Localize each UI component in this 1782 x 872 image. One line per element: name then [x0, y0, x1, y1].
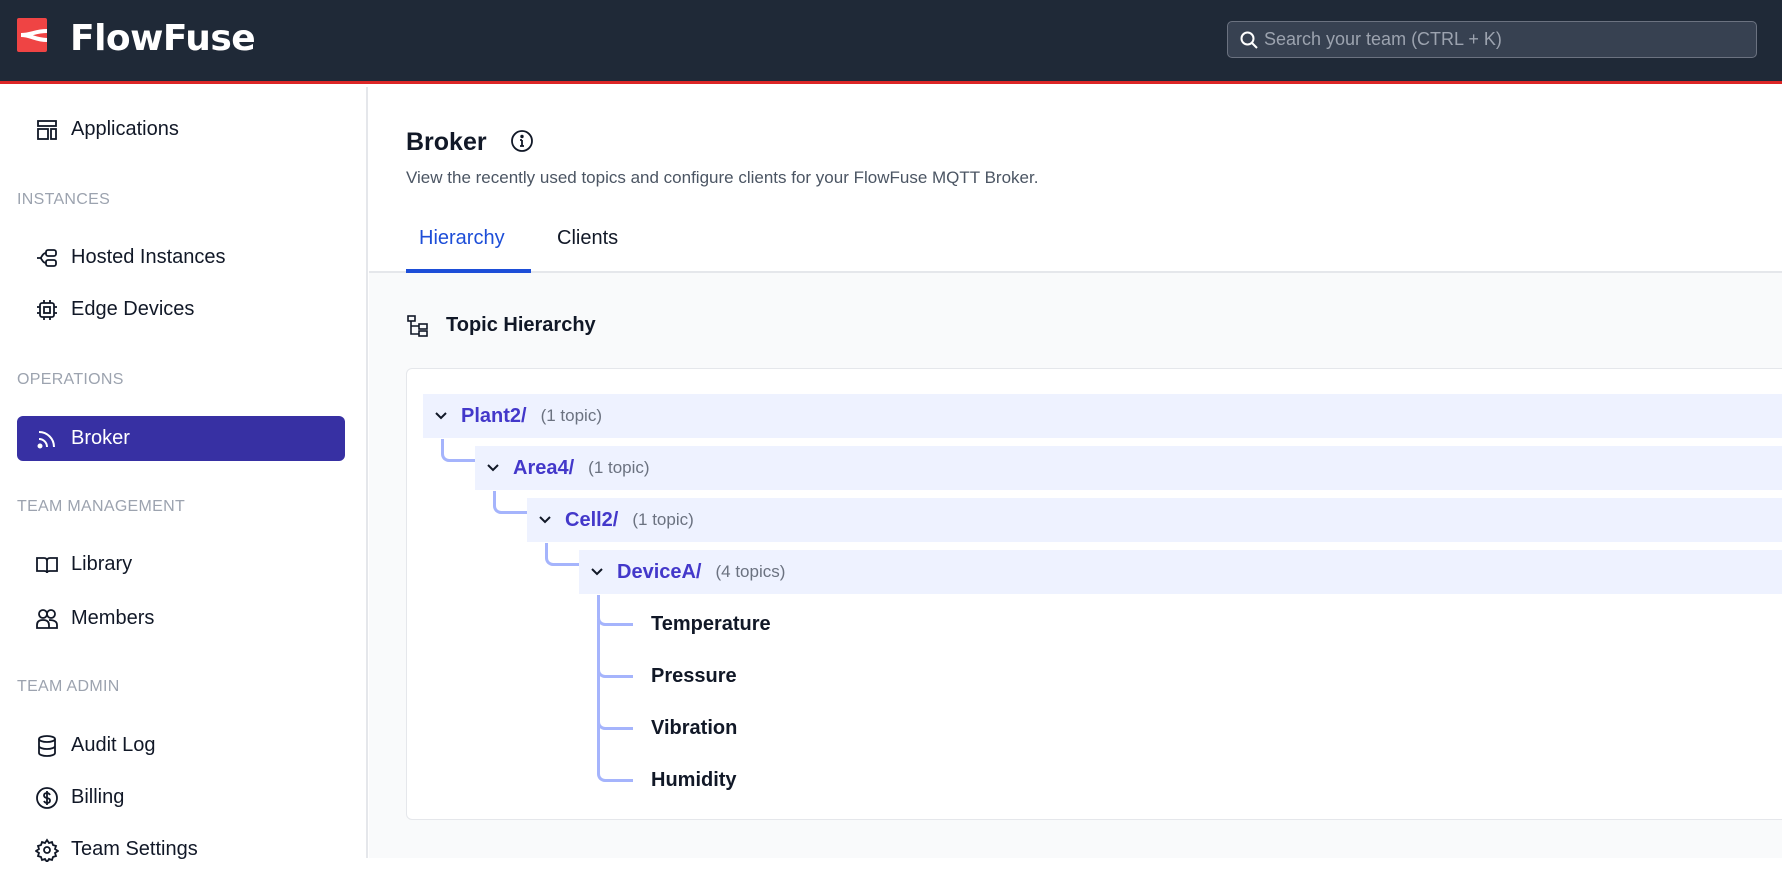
topic-node-row[interactable]: DeviceA/ (4 topics) [579, 550, 1782, 594]
main-content: Broker View the recently used topics and… [369, 87, 1782, 858]
page-header: Broker View the recently used topics and… [369, 87, 1782, 273]
page-subtitle: View the recently used topics and config… [406, 168, 1039, 187]
sidebar-item-edge-devices[interactable]: Edge Devices [17, 287, 345, 332]
chevron-down-icon[interactable] [591, 568, 603, 576]
info-icon[interactable] [510, 129, 534, 153]
sidebar-item-hosted-instances[interactable]: Hosted Instances [17, 235, 345, 280]
topic-name: Area4/ [513, 456, 575, 479]
page-title: Broker [406, 128, 487, 156]
sidebar-item-label: Billing [71, 786, 125, 808]
chip-icon [37, 299, 57, 320]
database-icon [38, 734, 56, 757]
topic-name: DeviceA/ [617, 560, 702, 583]
topic-node-row[interactable]: Area4/ (1 topic) [475, 446, 1782, 490]
topic-name: Plant2/ [461, 404, 527, 427]
flowfuse-logo-icon[interactable] [17, 18, 47, 52]
section-instances: INSTANCES [17, 191, 111, 208]
tree-connector [441, 439, 477, 462]
section-operations: OPERATIONS [17, 371, 124, 388]
chevron-down-icon[interactable] [487, 464, 499, 472]
section-team-management: TEAM MANAGEMENT [17, 498, 186, 515]
sidebar-item-members[interactable]: Members [17, 596, 345, 641]
topic-tree: Plant2/ (1 topic) Area4/ (1 topic) Cell2… [406, 368, 1782, 820]
book-icon [36, 556, 58, 573]
topic-node-row[interactable]: Plant2/ (1 topic) [423, 394, 1782, 438]
sidebar: Applications INSTANCES Hosted Instances … [0, 87, 368, 862]
sidebar-item-label: Library [71, 553, 133, 575]
brand-name[interactable]: FlowFuse [70, 18, 256, 59]
tree-connector [597, 595, 633, 626]
sidebar-item-team-settings[interactable]: Team Settings [17, 827, 345, 872]
sidebar-item-label: Audit Log [71, 734, 156, 756]
sidebar-item-billing[interactable]: Billing [17, 775, 345, 820]
sidebar-item-label: Applications [71, 118, 179, 140]
dollar-icon [36, 786, 58, 809]
tree-connector [545, 543, 581, 566]
topic-leaf[interactable]: Temperature [651, 613, 771, 635]
sidebar-item-broker[interactable]: Broker [17, 416, 345, 461]
top-bar: FlowFuse [0, 0, 1782, 84]
tab-hierarchy[interactable]: Hierarchy [406, 227, 531, 273]
tree-connector [597, 719, 633, 782]
search-input[interactable] [1264, 22, 1744, 57]
sidebar-item-label: Broker [71, 427, 130, 449]
chevron-down-icon[interactable] [539, 516, 551, 524]
topic-count: (1 topic) [588, 458, 650, 477]
sidebar-item-label: Team Settings [71, 838, 198, 860]
topic-leaf[interactable]: Vibration [651, 717, 738, 739]
hosted-instances-icon [37, 248, 57, 267]
topic-leaf[interactable]: Humidity [651, 769, 737, 791]
tree-connector [597, 619, 633, 678]
users-icon [36, 608, 58, 629]
hierarchy-icon [407, 315, 428, 337]
search-icon [1240, 31, 1258, 49]
sidebar-item-library[interactable]: Library [17, 542, 345, 587]
chevron-down-icon[interactable] [435, 412, 447, 420]
section-title: Topic Hierarchy [446, 314, 596, 336]
tab-clients[interactable]: Clients [557, 227, 619, 249]
sidebar-item-audit-log[interactable]: Audit Log [17, 723, 345, 768]
topic-count: (4 topics) [715, 562, 786, 581]
sidebar-item-label: Edge Devices [71, 298, 195, 320]
topic-leaf[interactable]: Pressure [651, 665, 737, 687]
sidebar-item-label: Members [71, 607, 155, 629]
topic-count: (1 topic) [632, 510, 694, 529]
tree-connector [493, 491, 529, 514]
gear-icon [35, 837, 59, 862]
topic-name: Cell2/ [565, 508, 619, 531]
topic-node-row[interactable]: Cell2/ (1 topic) [527, 498, 1782, 542]
topic-count: (1 topic) [540, 406, 602, 425]
applications-icon [37, 119, 57, 140]
sidebar-item-label: Hosted Instances [71, 246, 226, 268]
section-team-admin: TEAM ADMIN [17, 678, 120, 695]
sidebar-item-applications[interactable]: Applications [17, 107, 345, 152]
search-box[interactable] [1227, 21, 1757, 58]
tree-connector [597, 669, 633, 730]
broadcast-icon [37, 430, 55, 448]
